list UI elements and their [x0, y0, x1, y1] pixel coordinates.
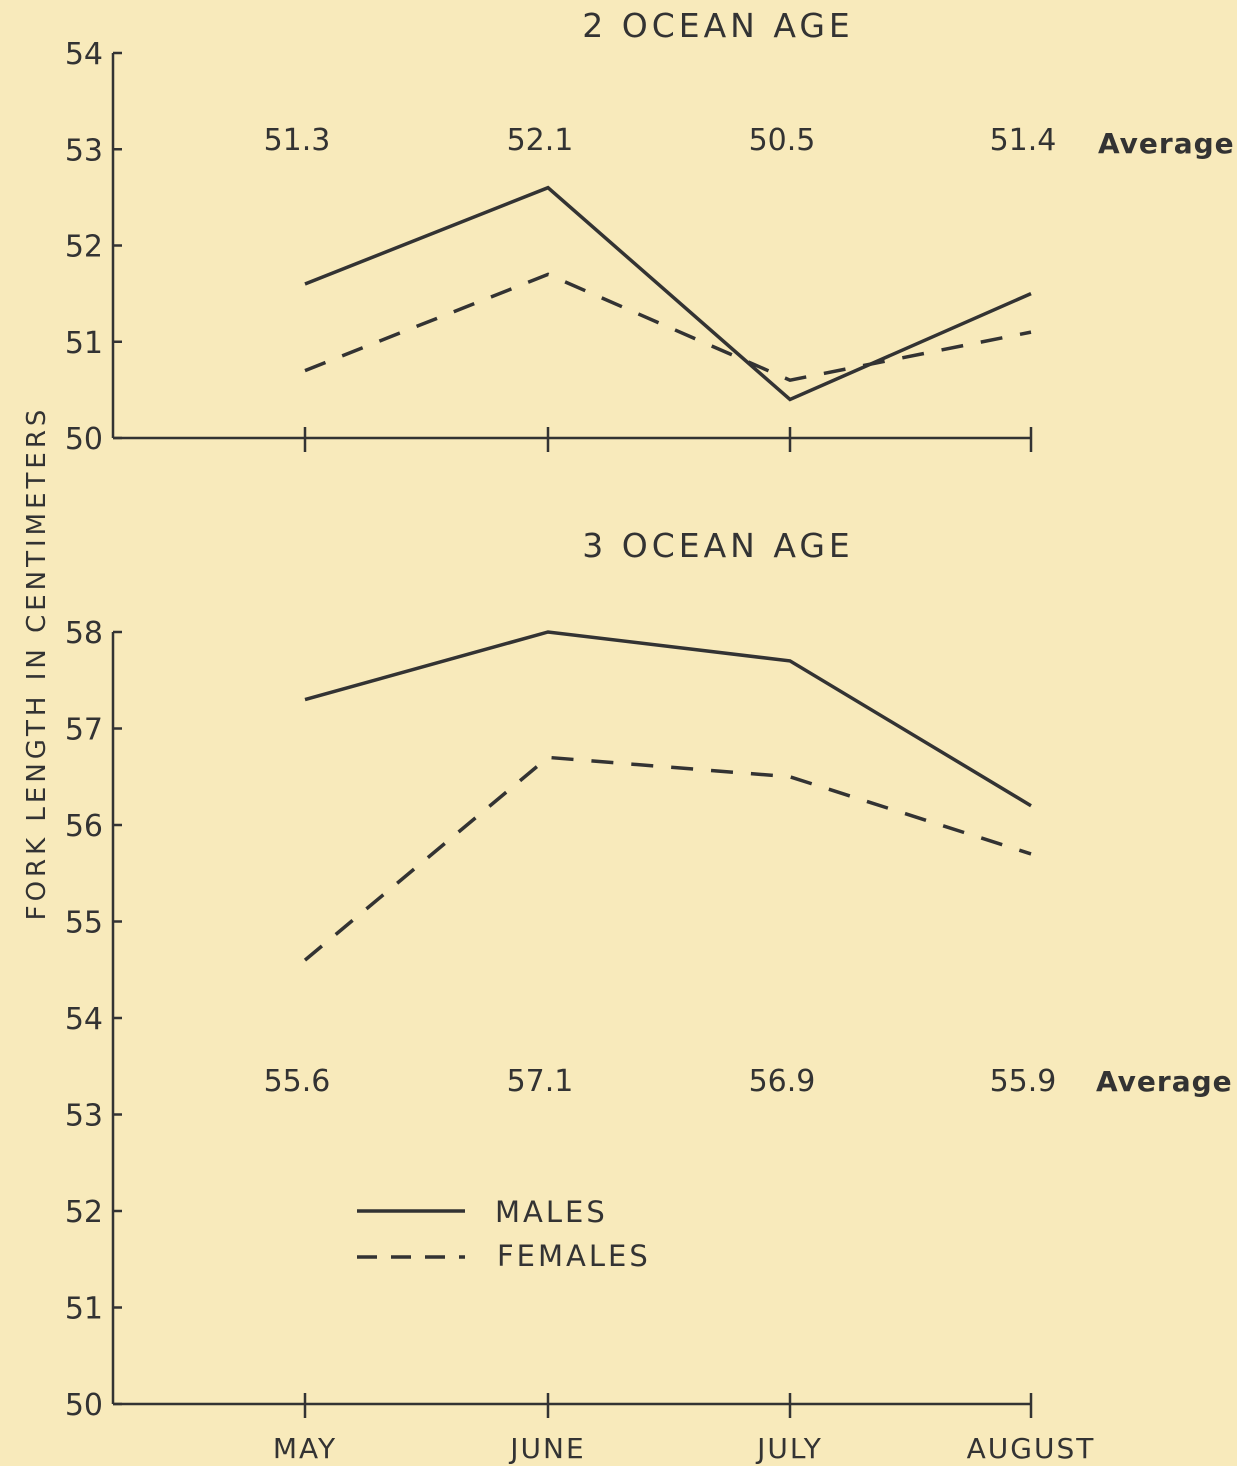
y-tick-label: 53 [65, 133, 103, 168]
y-tick-label: 54 [65, 1002, 103, 1037]
average-value: 51.3 [264, 123, 331, 158]
panel-title-3-ocean-age: 3 OCEAN AGE [582, 526, 854, 565]
y-tick-label: 50 [65, 1388, 103, 1423]
y-tick-label: 58 [65, 616, 103, 651]
y-tick-label: 54 [65, 37, 103, 72]
panel-2-ocean-age: 2 OCEAN AGE Average 50 51 52 53 54 51.3 52.1 50… [65, 6, 1235, 457]
y-tick-label: 52 [65, 1195, 103, 1230]
y-tick-label: 56 [65, 809, 103, 844]
y-tick-label: 51 [65, 326, 103, 361]
series-line-males [304, 185, 1032, 402]
y-tick-label: 57 [65, 713, 103, 748]
x-tick-label: JUNE [508, 1432, 585, 1465]
x-tick-label: AUGUST [967, 1432, 1096, 1465]
series-line-males [304, 630, 1032, 808]
x-tick-label: MAY [273, 1432, 337, 1465]
legend: MALES FEMALES [357, 1195, 651, 1273]
y-tick-label: 51 [65, 1292, 103, 1327]
y-tick-label: 52 [65, 230, 103, 265]
y-axis-label: FORK LENGTH IN CENTIMETERS [22, 406, 52, 921]
series-line-females [304, 272, 1032, 383]
panel-3-ocean-age: 3 OCEAN AGE Average MALES FEMALES 50 51 52… [65, 526, 1233, 1465]
legend-males-label: MALES [495, 1195, 608, 1229]
average-value: 50.5 [749, 123, 816, 158]
series-line-females [303, 755, 1032, 962]
average-value: 55.6 [264, 1064, 331, 1099]
average-value: 56.9 [749, 1064, 816, 1099]
average-value: 57.1 [507, 1064, 574, 1099]
y-tick-label: 50 [65, 422, 103, 457]
y-tick-label: 53 [65, 1099, 103, 1134]
average-value: 51.4 [990, 123, 1057, 158]
legend-females-label: FEMALES [497, 1239, 651, 1273]
average-value: 52.1 [507, 123, 574, 158]
panel-title-2-ocean-age: 2 OCEAN AGE [582, 6, 854, 45]
average-value: 55.9 [990, 1064, 1057, 1099]
average-label: Average [1096, 1065, 1233, 1098]
x-tick-label: JULY [755, 1432, 823, 1465]
y-tick-label: 55 [65, 906, 103, 941]
average-label: Average [1098, 127, 1235, 160]
